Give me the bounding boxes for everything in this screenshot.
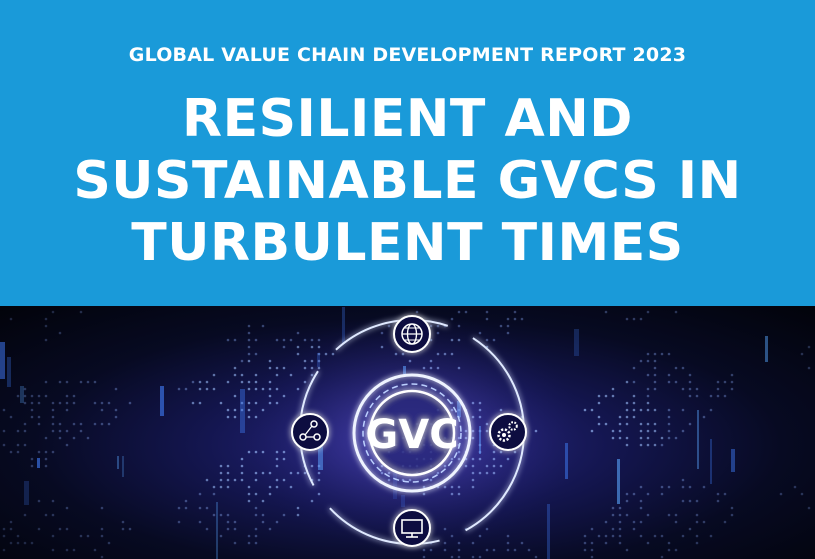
report-title-line-3: TURBULENT TIMES <box>131 213 684 273</box>
globe-icon <box>393 315 431 353</box>
gears-icon <box>489 413 527 451</box>
report-title-line-2: SUSTAINABLE GVCS IN <box>73 151 742 211</box>
report-series-title: GLOBAL VALUE CHAIN DEVELOPMENT REPORT 20… <box>128 44 687 66</box>
gvc-network-graphic: GVC <box>0 307 811 559</box>
cover-illustration: GVC <box>0 306 815 559</box>
light-streaks <box>0 307 768 559</box>
report-title: RESILIENT AND SUSTAINABLE GVCS IN TURBUL… <box>0 88 815 274</box>
report-title-line-1: RESILIENT AND <box>182 89 633 149</box>
gvc-emblem: GVC <box>352 373 472 493</box>
gvc-emblem-text: GVC <box>365 412 458 458</box>
title-banner: GLOBAL VALUE CHAIN DEVELOPMENT REPORT 20… <box>0 0 815 306</box>
monitor-icon <box>393 509 431 547</box>
network-share-icon <box>291 413 329 451</box>
